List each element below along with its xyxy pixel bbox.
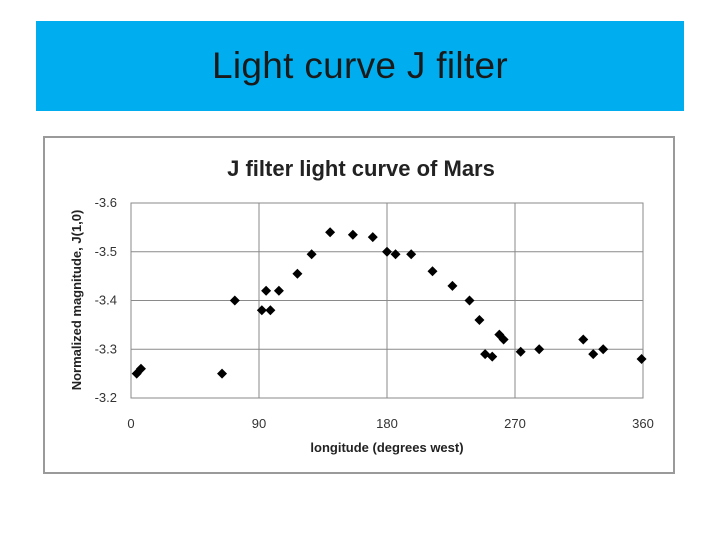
plot-area-border [130,202,644,399]
slide-title-banner: Light curve J filter [36,21,684,111]
data-point [498,334,509,345]
y-tick-label: -3.6 [95,195,117,210]
x-tick-label: 360 [632,416,654,431]
data-points [131,227,647,379]
data-point [306,249,317,260]
x-tick-label: 0 [127,416,134,431]
axis-ticks: 0 90 180 270 360 -3.6 -3.5 -3.4 -3.3 -3.2 [95,195,654,431]
chart-frame [43,136,675,474]
data-point [390,249,401,260]
x-tick-label: 270 [504,416,526,431]
x-tick-label: 90 [252,416,266,431]
data-point [229,295,240,306]
data-point [588,349,599,360]
chart-title: J filter light curve of Mars [227,156,495,181]
data-point [265,305,276,316]
data-point [447,280,458,291]
data-point [325,227,336,238]
data-point [515,346,526,357]
data-point [135,363,146,374]
data-point [427,266,438,277]
x-axis-label: longitude (degrees west) [310,440,463,455]
chart-gridlines [130,202,644,399]
data-point [217,368,228,379]
y-tick-label: -3.4 [95,293,117,308]
data-point [474,315,485,325]
data-point [406,249,417,260]
data-point [256,305,267,316]
x-tick-label: 180 [376,416,398,431]
data-point [382,246,392,257]
data-point [598,344,609,355]
slide-title: Light curve J filter [212,45,508,86]
y-tick-label: -3.2 [95,390,117,405]
data-point [273,285,284,296]
data-point [292,268,303,279]
data-point [261,285,272,296]
data-point [578,334,589,345]
data-point [636,354,647,364]
data-point [487,351,498,362]
data-point [464,295,475,306]
y-tick-label: -3.5 [95,244,117,259]
data-point [367,232,378,243]
y-tick-label: -3.3 [95,341,117,356]
y-axis-label: Normalized magnitude, J(1,0) [69,210,84,391]
data-point [347,229,358,240]
data-point [534,344,545,355]
